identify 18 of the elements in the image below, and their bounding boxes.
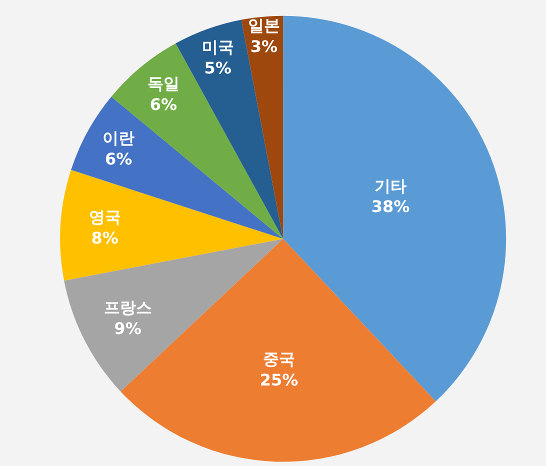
data-label: 25% bbox=[260, 370, 298, 390]
slice-label: 이란 bbox=[102, 128, 135, 148]
data-label: 8% bbox=[91, 228, 118, 248]
pie-slice bbox=[241, 16, 284, 239]
data-label: 9% bbox=[114, 318, 142, 338]
slice-label: 독일 bbox=[147, 74, 180, 94]
pie-slice bbox=[60, 170, 284, 281]
slice-label: 미국 bbox=[202, 38, 234, 57]
slice-label: 영국 bbox=[88, 208, 121, 227]
slice-label: 기타 bbox=[374, 176, 407, 196]
slice-label: 프랑스 bbox=[104, 298, 152, 318]
slice-label: 중국 bbox=[263, 349, 295, 368]
data-label: 3% bbox=[250, 36, 278, 56]
data-label: 6% bbox=[104, 149, 132, 168]
data-label: 5% bbox=[204, 58, 232, 78]
slice-label: 일본 bbox=[248, 16, 280, 36]
data-label: 38% bbox=[371, 197, 410, 216]
data-label: 6% bbox=[150, 95, 177, 114]
